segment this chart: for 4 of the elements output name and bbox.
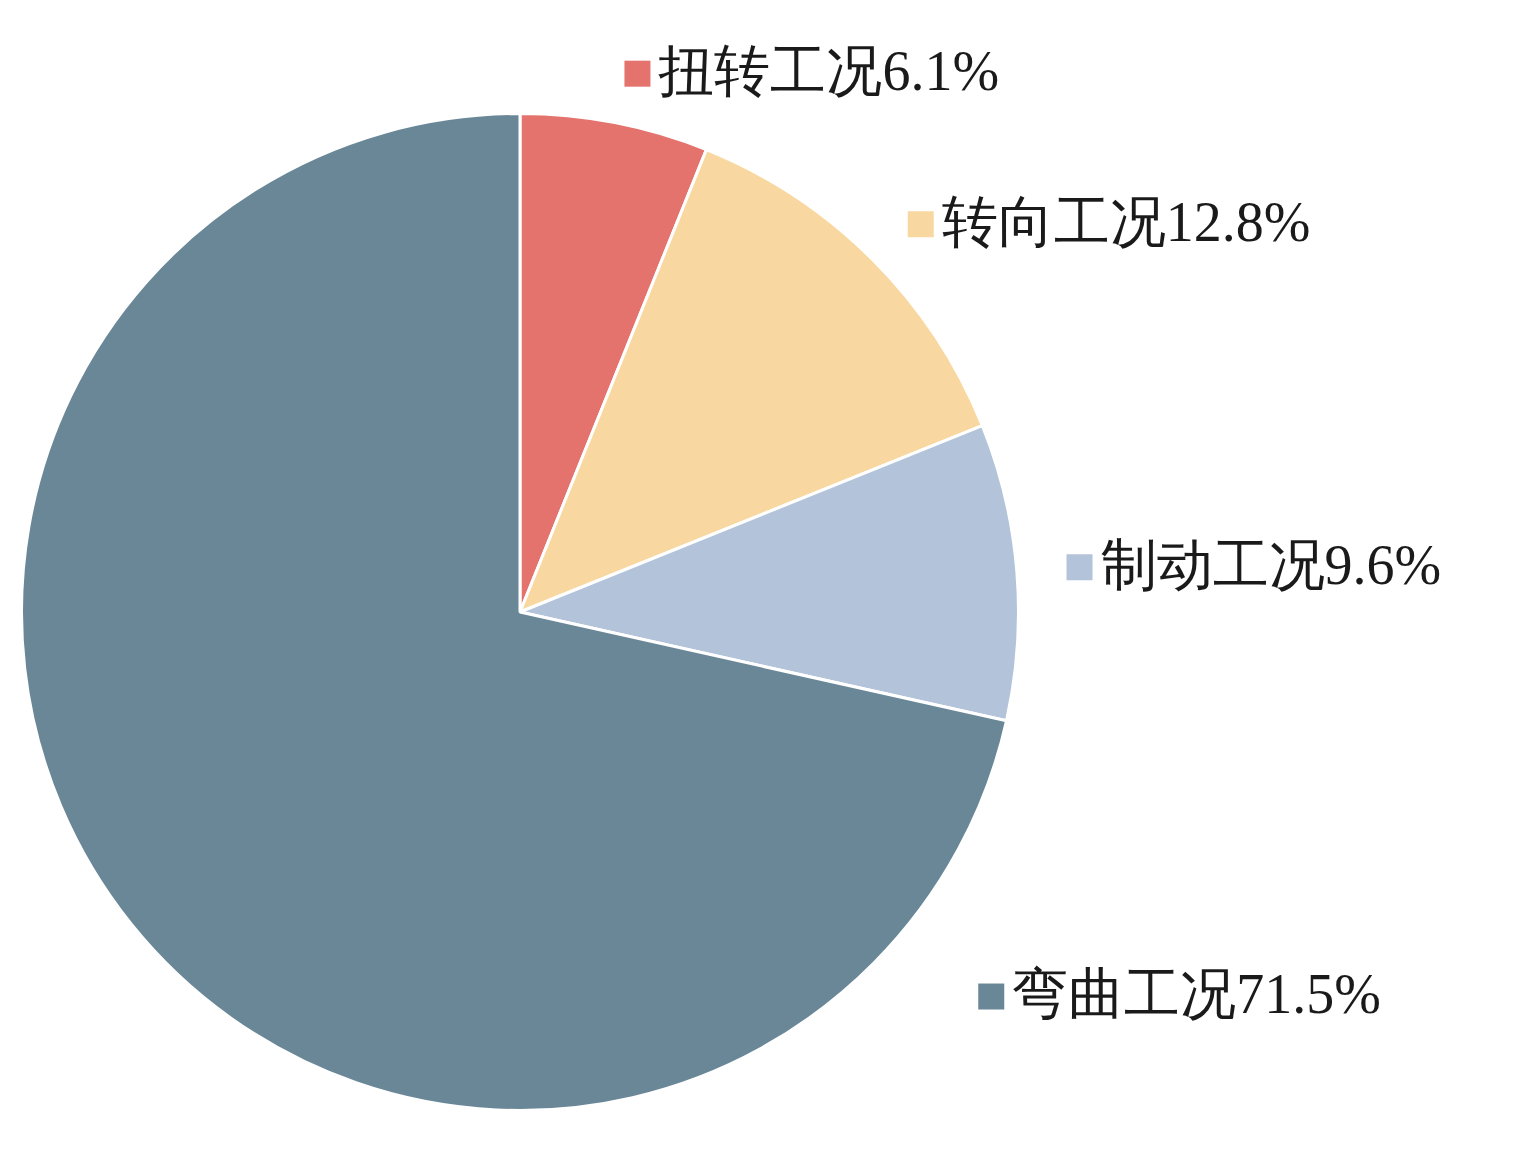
legend-label: 转向工况12.8% — [941, 190, 1311, 253]
legend-label: 扭转工况6.1% — [658, 40, 1000, 103]
legend-label: 弯曲工况71.5% — [1012, 963, 1381, 1026]
legend-label: 制动工况9.6% — [1100, 533, 1442, 596]
